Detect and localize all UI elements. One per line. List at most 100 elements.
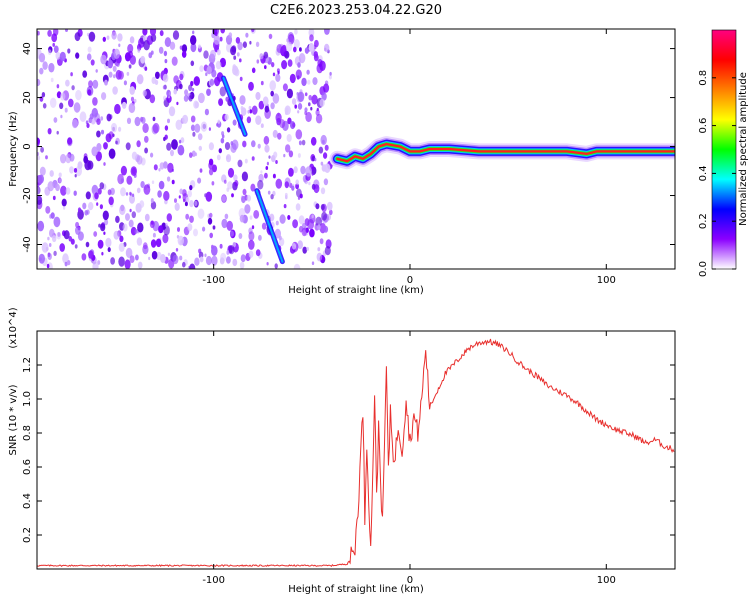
bottom-y-axis-label: SNR (10 * v/v) bbox=[8, 384, 19, 455]
noise-speckle bbox=[219, 36, 223, 42]
noise-speckle bbox=[129, 36, 135, 44]
noise-speckle bbox=[68, 98, 74, 108]
noise-speckle bbox=[85, 241, 90, 248]
noise-speckle bbox=[239, 261, 245, 269]
noise-speckle bbox=[217, 119, 221, 124]
noise-speckle bbox=[288, 150, 294, 158]
noise-speckle bbox=[193, 76, 200, 86]
noise-speckle bbox=[73, 102, 81, 113]
noise-speckle bbox=[136, 155, 143, 165]
colorbar-tick-label: 0.4 bbox=[698, 165, 709, 181]
noise-speckle bbox=[284, 105, 291, 115]
noise-speckle bbox=[270, 102, 275, 110]
noise-speckle bbox=[39, 67, 44, 75]
noise-speckle bbox=[162, 233, 169, 244]
noise-speckle bbox=[297, 110, 300, 114]
noise-speckle bbox=[275, 178, 283, 189]
noise-speckle bbox=[96, 143, 102, 152]
noise-speckle bbox=[282, 83, 288, 92]
noise-speckle bbox=[168, 106, 176, 117]
noise-speckle bbox=[75, 221, 80, 228]
noise-speckle bbox=[270, 90, 275, 97]
colorbar-tick-label: 0.8 bbox=[698, 70, 709, 86]
noise-speckle bbox=[86, 53, 92, 61]
noise-speckle bbox=[65, 187, 71, 195]
noise-speckle bbox=[59, 51, 66, 62]
noise-speckle bbox=[293, 46, 297, 53]
noise-speckle bbox=[136, 74, 144, 85]
noise-speckle bbox=[249, 40, 252, 45]
noise-speckle bbox=[55, 51, 61, 60]
noise-speckle bbox=[246, 116, 252, 124]
noise-speckle bbox=[297, 240, 304, 250]
y-tick-label: -20 bbox=[22, 187, 33, 203]
y-tick-label: 20 bbox=[22, 91, 33, 104]
chart-title: C2E6.2023.253.04.22.G20 bbox=[270, 3, 442, 18]
noise-speckle bbox=[59, 102, 64, 110]
noise-speckle bbox=[308, 94, 313, 101]
noise-speckle bbox=[221, 134, 225, 139]
noise-speckle bbox=[96, 202, 99, 206]
noise-speckle bbox=[178, 139, 182, 144]
noise-speckle bbox=[100, 116, 104, 121]
noise-speckle bbox=[259, 53, 264, 60]
noise-speckle bbox=[224, 113, 229, 121]
noise-speckle bbox=[193, 228, 198, 237]
noise-speckle bbox=[305, 111, 312, 123]
noise-speckle bbox=[293, 39, 300, 49]
noise-speckle bbox=[144, 135, 149, 143]
noise-speckle bbox=[162, 85, 166, 90]
noise-speckle bbox=[47, 29, 52, 37]
noise-speckle bbox=[92, 79, 99, 89]
noise-speckle bbox=[263, 135, 270, 145]
noise-speckle bbox=[118, 242, 125, 252]
noise-speckle bbox=[198, 44, 201, 49]
noise-speckle bbox=[199, 65, 204, 72]
noise-speckle bbox=[50, 77, 54, 83]
noise-speckle bbox=[150, 50, 154, 55]
noise-speckle bbox=[128, 219, 134, 228]
noise-speckle bbox=[226, 250, 230, 255]
noise-speckle bbox=[199, 168, 203, 173]
y-tick-label: 0.2 bbox=[22, 527, 33, 543]
noise-speckle bbox=[212, 225, 216, 230]
noise-speckle bbox=[241, 107, 247, 116]
noise-speckle bbox=[270, 194, 274, 200]
noise-speckle bbox=[164, 59, 168, 64]
noise-speckle bbox=[198, 92, 205, 104]
noise-speckle bbox=[53, 250, 57, 256]
noise-speckle bbox=[262, 96, 269, 106]
noise-speckle bbox=[75, 52, 80, 59]
noise-speckle bbox=[143, 184, 151, 195]
noise-speckle bbox=[128, 64, 132, 69]
noise-speckle bbox=[209, 78, 215, 86]
noise-speckle bbox=[260, 123, 264, 128]
noise-speckle bbox=[99, 204, 103, 210]
noise-speckle bbox=[131, 211, 136, 219]
noise-speckle bbox=[312, 77, 318, 86]
noise-speckle bbox=[232, 258, 238, 267]
noise-speckle bbox=[283, 153, 286, 158]
streak-core bbox=[255, 189, 284, 263]
noise-speckle bbox=[93, 231, 98, 237]
noise-speckle bbox=[306, 246, 310, 251]
noise-speckle bbox=[298, 53, 306, 64]
noise-speckle bbox=[295, 179, 300, 185]
noise-speckle bbox=[248, 239, 255, 250]
noise-speckle bbox=[240, 254, 246, 263]
noise-speckle bbox=[70, 72, 73, 77]
noise-speckle bbox=[284, 192, 288, 198]
noise-speckle bbox=[101, 251, 104, 256]
noise-speckle bbox=[323, 225, 329, 233]
noise-speckle bbox=[115, 215, 120, 223]
noise-speckle bbox=[302, 246, 308, 254]
noise-speckle bbox=[98, 223, 101, 228]
noise-speckle bbox=[257, 179, 264, 190]
noise-speckle bbox=[202, 226, 206, 232]
y-tick-label: 1.2 bbox=[22, 357, 33, 373]
noise-speckle bbox=[46, 263, 50, 269]
noise-speckle bbox=[220, 252, 227, 263]
noise-speckle bbox=[232, 119, 237, 126]
noise-speckle bbox=[172, 30, 180, 40]
noise-speckle bbox=[207, 217, 213, 225]
